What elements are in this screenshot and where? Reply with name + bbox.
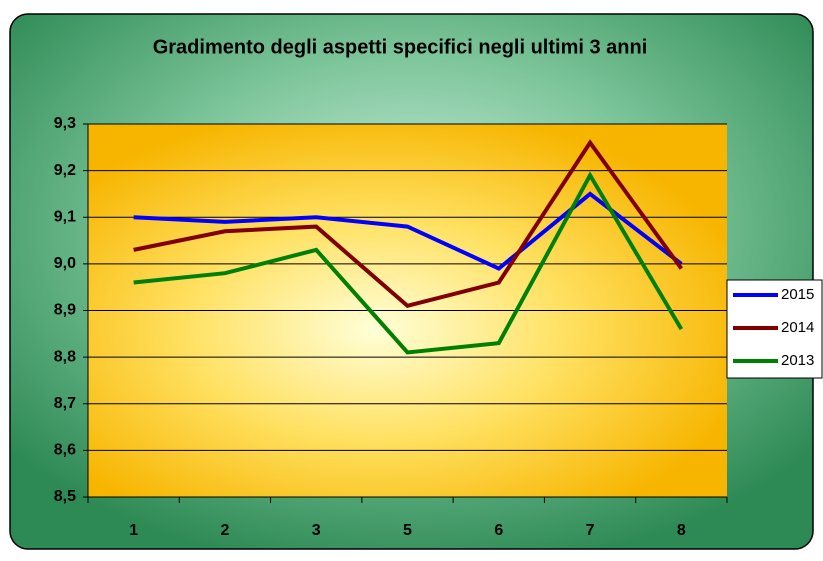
- y-tick-label: 8,5: [54, 488, 76, 505]
- y-tick-label: 9,3: [54, 115, 76, 132]
- x-tick-label: 5: [403, 522, 412, 539]
- y-tick-label: 9,0: [54, 255, 76, 272]
- x-tick-label: 3: [312, 522, 321, 539]
- legend-label: 2014: [781, 319, 814, 336]
- line-series: [133, 171, 684, 355]
- legend-label: 2015: [781, 286, 814, 303]
- y-tick-label: 9,2: [54, 162, 76, 179]
- line-series: [133, 139, 683, 309]
- y-tick-label: 9,1: [54, 208, 76, 225]
- y-tick-label: 8,6: [54, 442, 76, 459]
- x-tick-label: 2: [220, 522, 229, 539]
- x-tick-label: 7: [586, 522, 595, 539]
- y-tick-label: 8,8: [54, 348, 76, 365]
- legend-label: 2013: [781, 352, 814, 369]
- x-tick-label: 6: [494, 522, 503, 539]
- x-tick-label: 8: [677, 522, 686, 539]
- y-tick-label: 8,7: [54, 395, 76, 412]
- chart-title: Gradimento degli aspetti specifici negli…: [153, 36, 648, 58]
- line-series: [133, 191, 683, 271]
- y-tick-label: 8,9: [54, 302, 76, 319]
- x-tick-label: 1: [129, 522, 138, 539]
